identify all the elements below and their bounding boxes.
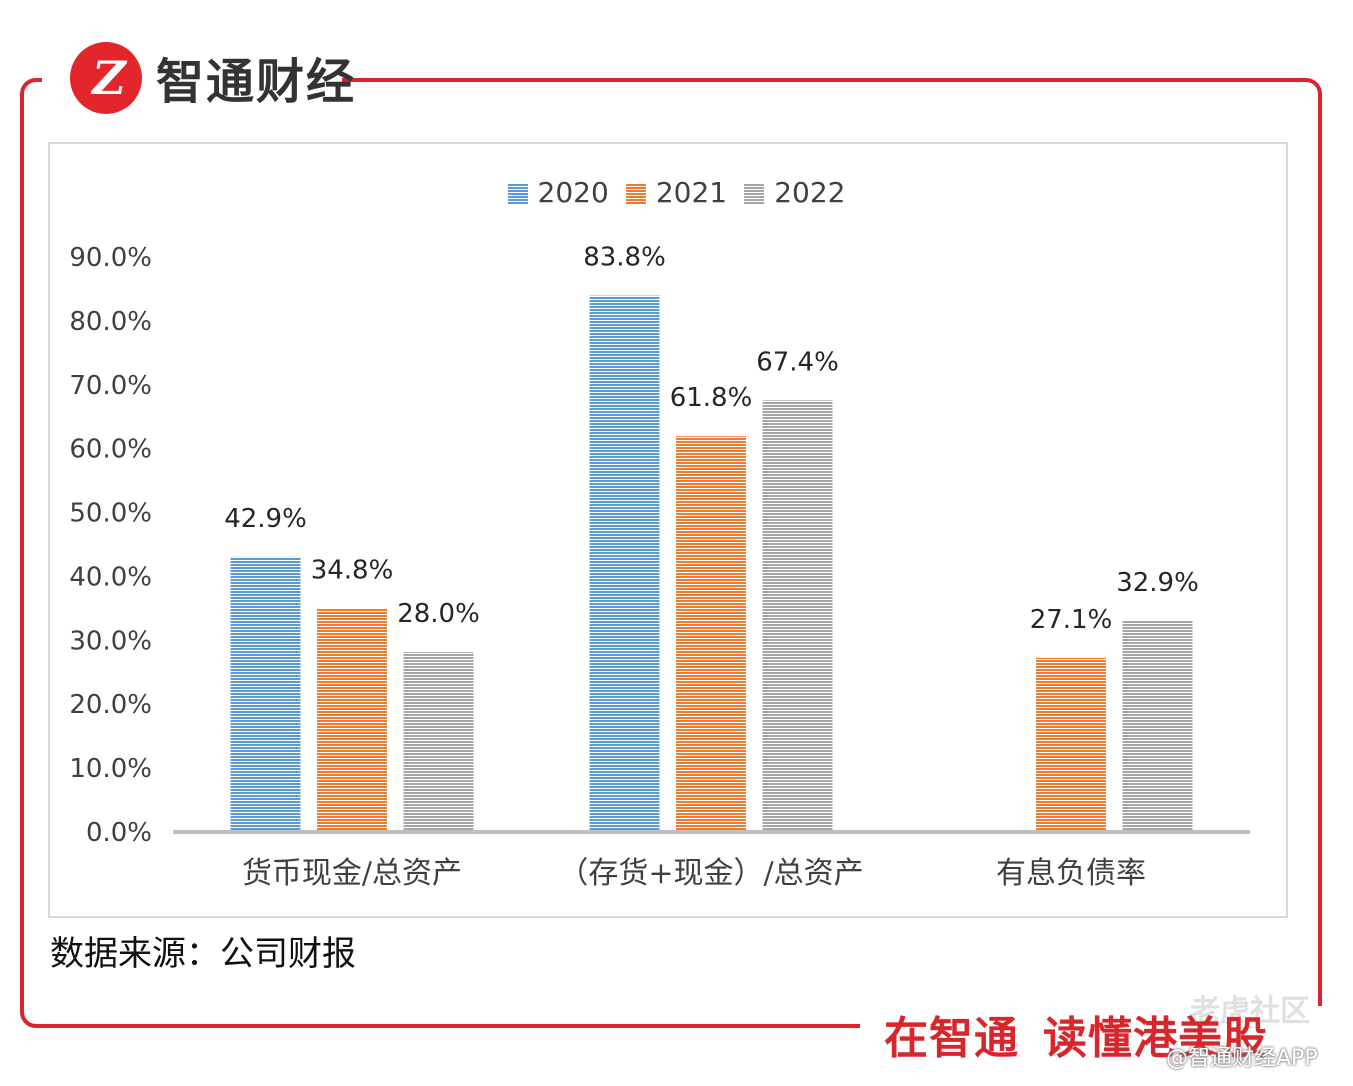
y-tick-label: 40.0% <box>69 562 152 592</box>
x-category-label: 有息负债率 <box>996 856 1146 891</box>
legend-swatch-2020 <box>507 184 528 204</box>
legend-swatch-2021 <box>625 184 646 204</box>
red-frame <box>20 78 1322 1028</box>
y-tick-label: 80.0% <box>69 307 152 337</box>
bar-2021-2 <box>1036 657 1106 831</box>
slogan-part1: 在智通 <box>884 1013 1019 1064</box>
brand-logo-icon: Z <box>70 42 142 114</box>
y-tick-label: 70.0% <box>69 371 152 401</box>
y-tick-label: 90.0% <box>69 243 152 273</box>
frame-gap-bottom <box>860 1006 1330 1066</box>
data-label-2022-0: 28.0% <box>397 599 480 629</box>
bar-2020-0 <box>230 556 301 831</box>
bar-2022-1 <box>762 400 833 831</box>
slogan: 在智通 读懂港美股 <box>884 1002 1268 1066</box>
bar-2020-1 <box>589 295 660 832</box>
brand-name: 智通财经 <box>156 54 357 110</box>
chart-legend: 2020 2021 2022 <box>0 176 1353 209</box>
legend-label-2021: 2021 <box>655 176 728 209</box>
bar-2021-1 <box>676 436 746 831</box>
legend-swatch-2022 <box>744 184 765 204</box>
data-label-2022-2: 32.9% <box>1116 568 1199 598</box>
legend-item-2020: 2020 <box>507 176 609 209</box>
x-category-label: （存货+现金）/总资产 <box>558 856 863 891</box>
watermark-community: 老虎社区 <box>1190 994 1310 1029</box>
slogan-part2: 读懂港美股 <box>1043 1013 1268 1064</box>
legend-label-2020: 2020 <box>537 176 609 209</box>
data-label-2021-1: 61.8% <box>670 383 753 413</box>
data-source-note: 数据来源：公司财报 <box>50 934 356 974</box>
y-tick-label: 30.0% <box>69 626 152 656</box>
legend-label-2022: 2022 <box>774 176 846 209</box>
data-label-2020-1: 83.8% <box>583 243 666 273</box>
data-label-2022-1: 67.4% <box>756 347 839 377</box>
bar-2022-0 <box>403 652 474 831</box>
legend-item-2021: 2021 <box>625 176 728 209</box>
watermark-handle: @智通财经APP <box>1166 1046 1318 1071</box>
data-label-2020-0: 42.9% <box>224 504 307 534</box>
bar-2022-2 <box>1122 620 1193 831</box>
legend-item-2022: 2022 <box>744 176 845 209</box>
brand-logo-mark: Z <box>92 51 126 105</box>
y-tick-label: 60.0% <box>69 435 152 465</box>
y-tick-label: 20.0% <box>69 690 152 720</box>
x-category-label: 货币现金/总资产 <box>242 856 462 891</box>
data-label-2021-0: 34.8% <box>311 556 394 586</box>
y-tick-label: 0.0% <box>86 818 152 848</box>
plot-area: 0.0% 10.0% 20.0% 30.0% 40.0% 50.0% 60.0% 70.0% 8… <box>69 243 1250 891</box>
y-tick-label: 50.0% <box>69 499 152 529</box>
y-tick-label: 10.0% <box>69 754 152 784</box>
bar-2021-0 <box>317 608 387 831</box>
data-label-2021-2: 27.1% <box>1030 605 1113 635</box>
